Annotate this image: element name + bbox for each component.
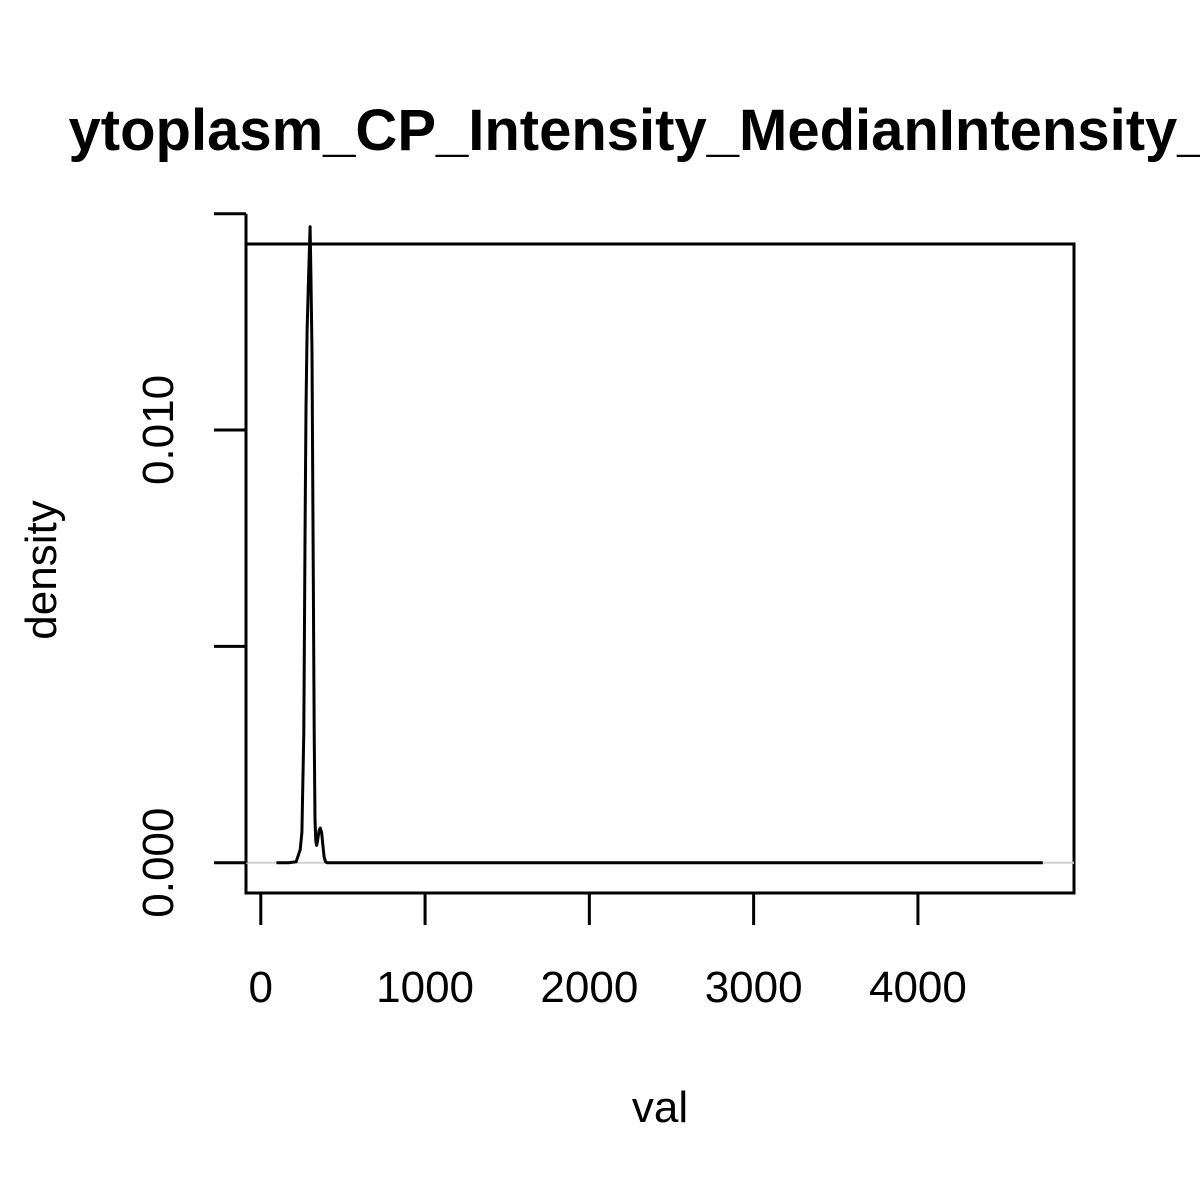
x-tick-label: 2000 (540, 963, 638, 1012)
x-tick-label: 0 (249, 963, 273, 1012)
density-line-0 (276, 225, 1043, 865)
y-tick-label: 0.000 (134, 808, 183, 918)
x-tick-label: 3000 (705, 963, 803, 1012)
series-layer (276, 225, 1043, 865)
y-axis-label: density (17, 500, 66, 639)
plot-frame (244, 242, 1076, 895)
x-tick-label: 4000 (869, 963, 967, 1012)
x-tick-label: 1000 (376, 963, 474, 1012)
chart-title: ytoplasm_CP_Intensity_MedianIntensity_K (69, 98, 1200, 163)
x-axis-label: val (632, 1083, 688, 1132)
y-axis: 0.000 0.010 (134, 212, 248, 918)
y-tick-label: 0.010 (134, 375, 183, 485)
x-axis: 0 1000 2000 3000 4000 (249, 891, 967, 1012)
